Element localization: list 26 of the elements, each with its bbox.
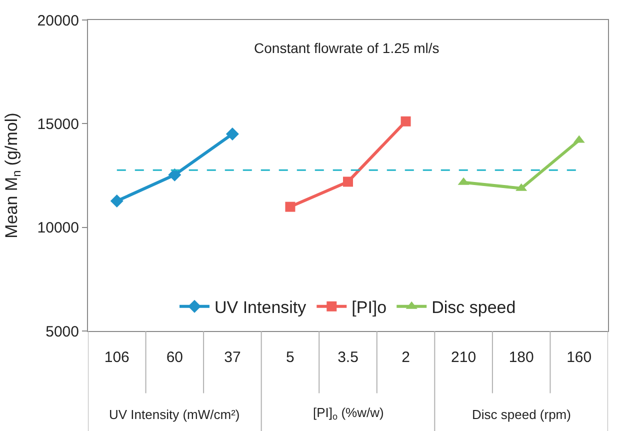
y-tick-label: 20000: [37, 12, 79, 30]
point: [110, 194, 124, 208]
x-tick-label: 160: [566, 349, 592, 366]
legend-label: UV Intensity: [214, 298, 307, 317]
legend-label: Disc speed: [432, 298, 516, 317]
point: [226, 128, 239, 141]
y-tick-label: 15000: [37, 116, 79, 133]
x-tick-label: 2: [402, 349, 410, 366]
x-tick-label: 60: [166, 349, 184, 366]
point: [400, 116, 411, 126]
x-tick-label: 210: [451, 349, 476, 366]
x-tick-label: 5: [286, 349, 294, 366]
text: UV Intensity (mW/cm²): [109, 407, 240, 422]
x-tick-label: 37: [224, 349, 241, 366]
point: [343, 176, 353, 187]
point: [285, 202, 296, 212]
point: [168, 168, 182, 182]
legend-label: [PI]o: [352, 298, 387, 317]
x-tick-label: 106: [104, 349, 130, 366]
text: [PI]$_{o}$ (%w/w): [313, 405, 384, 422]
text: Constant flowrate of 1.25 ml/s: [254, 40, 440, 56]
x-tick-label: 180: [508, 349, 534, 366]
text: Disc speed (rpm): [472, 407, 571, 422]
y-tick-label: 10000: [37, 220, 79, 237]
y-tick-label: 5000: [46, 323, 79, 340]
x-tick-label: 3.5: [338, 349, 358, 366]
